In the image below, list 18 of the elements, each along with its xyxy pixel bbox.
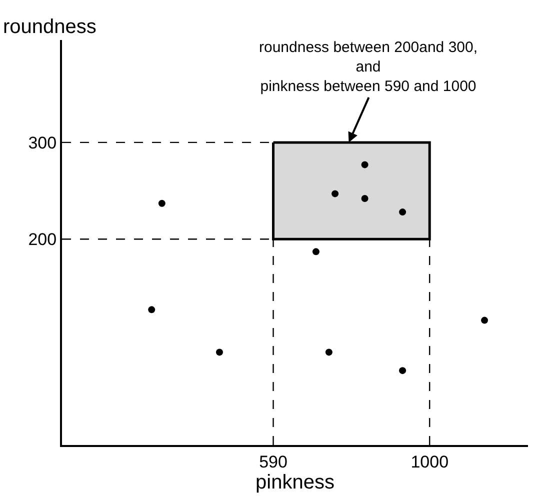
annotation: roundness between 200and 300, and pinkness between 590 and 1000 [259,39,478,95]
y-tick-label: 200 [28,230,57,250]
point [148,306,156,314]
point [325,348,332,356]
point [332,190,339,198]
x-axis-title: pinkness [256,471,334,494]
point [399,208,406,216]
point [312,248,320,256]
x-tick-label: 1000 [410,452,449,472]
point [481,316,488,324]
point [361,161,368,168]
x-tick-label: 590 [259,452,288,472]
point [399,367,406,374]
point [158,200,166,207]
point [216,348,223,356]
y-axis-title: roundness [3,16,96,38]
y-tick-label: 300 [28,133,57,152]
point [361,195,368,202]
